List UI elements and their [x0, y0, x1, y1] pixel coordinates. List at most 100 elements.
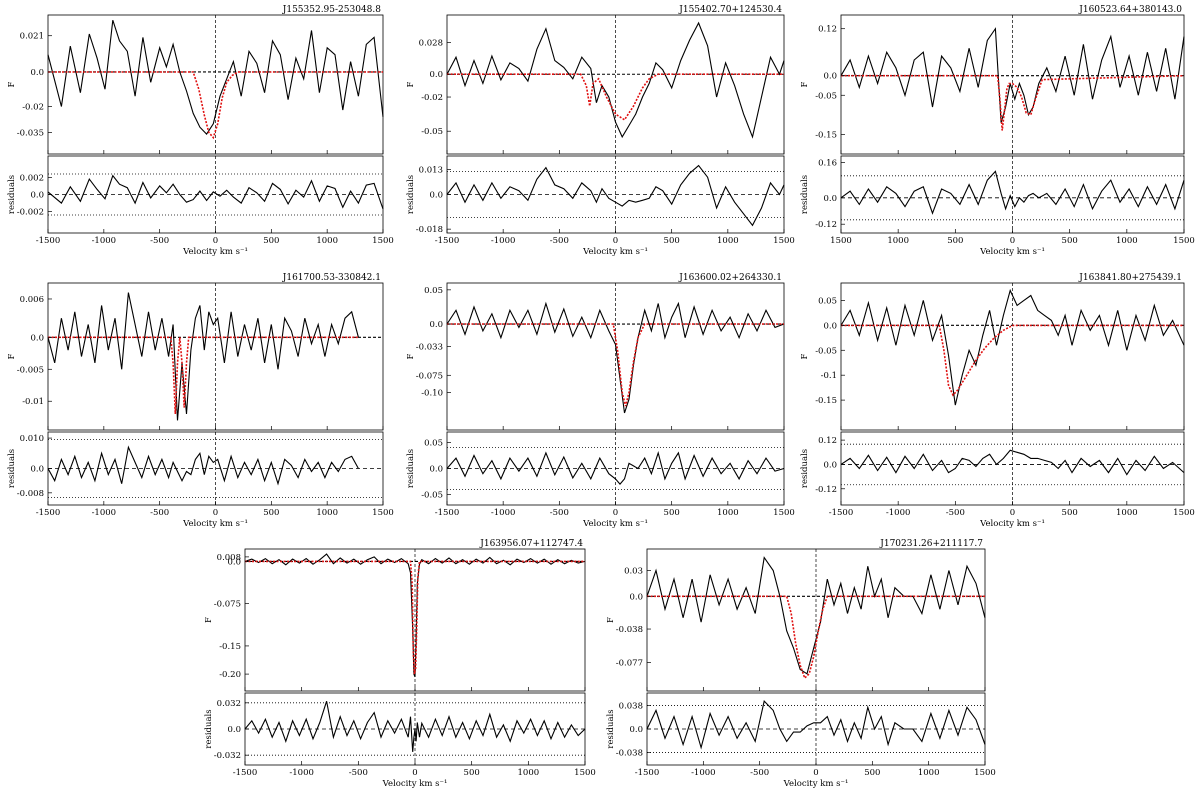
- y-tick-label: -0.005: [17, 365, 44, 375]
- x-tick-label: -1500: [435, 508, 460, 518]
- residual-y-tick-label: -0.032: [214, 751, 241, 761]
- residual-axis-label: residuals: [800, 175, 810, 214]
- y-tick-label: -0.01: [22, 397, 44, 407]
- y-tick-label: -0.15: [815, 130, 837, 140]
- y-tick-label: -0.10: [421, 388, 443, 398]
- residual-y-tick-label: 0.0: [629, 725, 643, 735]
- x-tick-label: 500: [947, 236, 963, 246]
- flux-series-line: [840, 288, 1185, 406]
- residual-y-tick-label: -0.002: [17, 208, 44, 218]
- gaussian-fit-line: [647, 595, 985, 680]
- panel-title: J160523.64+380143.0: [1078, 5, 1182, 15]
- residual-y-tick-label: 0.0: [30, 465, 44, 475]
- x-tick-label: 1500: [773, 236, 795, 246]
- x-tick-label: 0: [213, 508, 218, 518]
- chart-panel-6: J163841.80+275439.1 -1500 -1000 -500 0 500 100…: [800, 273, 1195, 529]
- x-tick-label: 1500: [830, 236, 852, 246]
- x-tick-label: -1000: [92, 508, 117, 518]
- residual-series-line: [244, 701, 586, 752]
- residual-y-tick-label: 0.0: [429, 191, 443, 201]
- y-axis-label: F: [7, 353, 17, 359]
- residual-axis-label: residuals: [406, 175, 416, 214]
- x-axis-label: Velocity km s⁻¹: [382, 779, 448, 789]
- y-tick-label: -0.077: [616, 659, 643, 669]
- y-tick-label: -0.15: [219, 642, 241, 652]
- x-axis-label: Velocity km s⁻¹: [582, 247, 648, 257]
- y-tick-label: -0.038: [616, 625, 643, 635]
- y-tick-label: 0.0: [30, 68, 44, 78]
- flux-series-line: [446, 21, 785, 139]
- y-tick-label: 0.0: [629, 592, 643, 602]
- gaussian-fit-line: [841, 74, 1185, 131]
- y-axis-label: F: [800, 353, 810, 359]
- chart-panel-2: J155402.70+124530.4 -1500 -1000 -500 0 500 100…: [406, 5, 795, 257]
- flux-series-line: [840, 27, 1185, 123]
- y-axis-label: F: [7, 81, 17, 87]
- y-axis-label: F: [800, 81, 810, 87]
- x-tick-label: 1500: [372, 236, 394, 246]
- residual-y-tick-label: -0.12: [815, 485, 837, 495]
- x-tick-label: 1500: [974, 768, 996, 778]
- residual-y-tick-label: 0.16: [818, 159, 837, 169]
- y-tick-label: 0.008: [217, 553, 241, 563]
- residual-y-tick-label: 0.032: [217, 699, 241, 709]
- residual-series-line: [840, 449, 1185, 476]
- residual-series-line: [840, 170, 1185, 215]
- gaussian-fit-line: [447, 323, 784, 407]
- residual-y-tick-label: 0.002: [20, 173, 44, 183]
- y-tick-label: -0.15: [815, 396, 837, 406]
- x-tick-label: 500: [864, 768, 880, 778]
- y-tick-label: 0.0: [429, 70, 443, 80]
- y-tick-label: 0.12: [818, 25, 837, 35]
- x-axis-label: Velocity km s⁻¹: [783, 779, 849, 789]
- x-tick-label: -1000: [289, 768, 314, 778]
- residual-y-tick-label: 0.038: [619, 701, 643, 711]
- gaussian-fit-line: [841, 324, 1184, 397]
- x-tick-label: -500: [150, 236, 169, 246]
- y-tick-label: 0.021: [20, 32, 44, 42]
- x-tick-label: 0: [1010, 236, 1015, 246]
- x-tick-label: 0: [213, 236, 218, 246]
- y-axis-label: F: [406, 81, 416, 87]
- x-axis-label: Velocity km s⁻¹: [182, 519, 248, 529]
- x-tick-label: 1500: [574, 768, 596, 778]
- residual-y-tick-label: 0.013: [419, 165, 443, 175]
- y-tick-label: 0.0: [30, 333, 44, 343]
- x-tick-label: 500: [1062, 236, 1078, 246]
- chart-panel-4: J161700.53-330842.1 -1500 -1000 -500 0 500 100…: [7, 273, 394, 529]
- residual-y-tick-label: 0.0: [823, 194, 837, 204]
- y-tick-label: -0.05: [815, 346, 837, 356]
- x-tick-label: -1500: [36, 236, 61, 246]
- x-tick-label: -1500: [233, 768, 258, 778]
- x-tick-label: -1000: [491, 508, 516, 518]
- flux-series-line: [646, 556, 986, 675]
- y-tick-label: -0.075: [416, 371, 443, 381]
- x-tick-label: 1000: [887, 236, 909, 246]
- panel-title: J163956.07+112747.4: [479, 539, 583, 549]
- y-tick-label: -0.05: [421, 127, 443, 137]
- residual-axis-label: residuals: [7, 175, 17, 214]
- y-tick-label: 0.0: [823, 321, 837, 331]
- x-tick-label: -1500: [635, 768, 660, 778]
- x-tick-label: -500: [150, 508, 169, 518]
- y-axis-label: F: [204, 617, 214, 623]
- x-axis-label: Velocity km s⁻¹: [979, 519, 1045, 529]
- y-tick-label: 0.05: [818, 296, 837, 306]
- x-tick-label: 1000: [316, 236, 338, 246]
- x-tick-label: 1000: [1116, 236, 1138, 246]
- y-tick-label: -0.1: [821, 371, 837, 381]
- x-tick-label: -500: [550, 508, 569, 518]
- x-tick-label: 0: [813, 768, 818, 778]
- x-tick-label: -1500: [829, 508, 854, 518]
- panel-title: J155402.70+124530.4: [678, 5, 782, 15]
- x-tick-label: 1000: [717, 236, 739, 246]
- x-tick-label: 1500: [773, 508, 795, 518]
- residual-series-line: [47, 445, 359, 486]
- chart-panel-3: J160523.64+380143.0 1500 1000 500 0 500 1000 15…: [800, 5, 1195, 257]
- residual-axis-label: residuals: [7, 449, 17, 488]
- x-tick-label: 1000: [316, 508, 338, 518]
- residual-axis-label: residuals: [406, 449, 416, 488]
- y-tick-label: -0.02: [421, 93, 443, 103]
- y-axis-label: F: [606, 617, 616, 623]
- y-tick-label: 0.05: [424, 286, 443, 296]
